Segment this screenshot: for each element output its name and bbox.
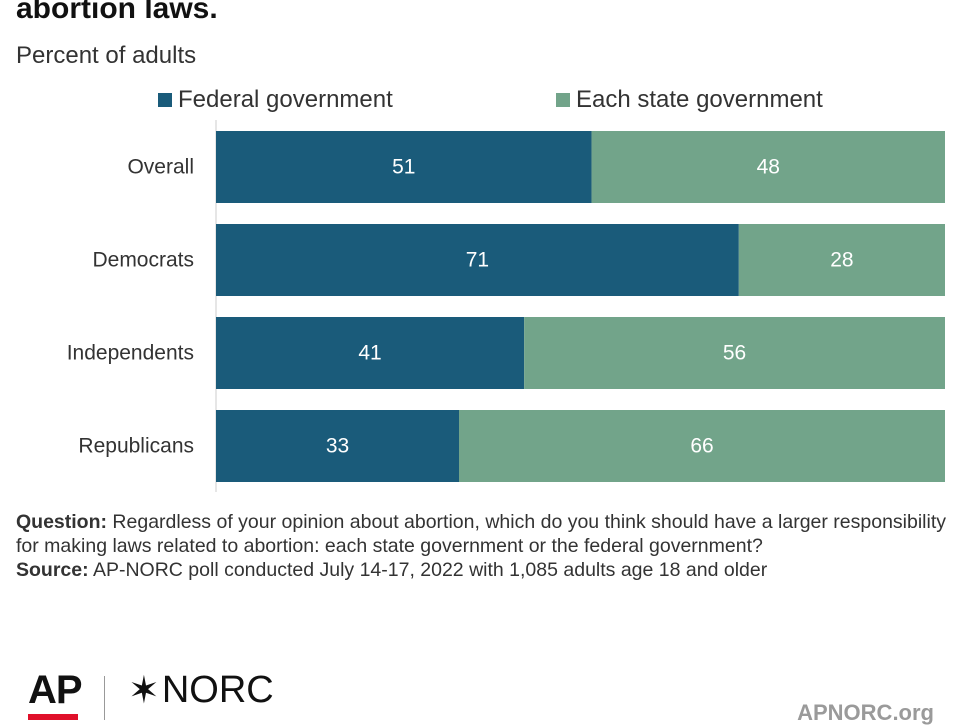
ap-logo-underline [28,714,78,720]
bar-value-label: 51 [392,156,415,179]
bar-state [524,317,945,389]
bar-state [459,410,945,482]
category-label: Overall [127,156,194,179]
bar-state [591,131,945,203]
bar-federal [216,224,739,296]
norc-star-icon: ✶ [128,670,160,712]
bar-value-label: 48 [757,156,780,179]
bar-federal [216,131,592,203]
bar-value-label: 33 [326,435,349,458]
bar-value-label: 41 [358,342,381,365]
footer-site-link[interactable]: APNORC.org [797,700,934,725]
bar-federal [216,410,459,482]
norc-logo-text: NORC [161,669,274,711]
chart-subtitle: Percent of adults [16,42,197,69]
legend-swatch-state [556,93,570,107]
bar-federal [216,317,525,389]
source-note: Source: AP-NORC poll conducted July 14-1… [16,558,956,582]
category-label: Republicans [78,435,194,458]
legend-item-federal: Federal government [158,86,393,114]
bar-value-label: 56 [723,342,746,365]
legend-item-state: Each state government [556,86,823,114]
source-text: AP-NORC poll conducted July 14-17, 2022 … [92,559,768,581]
chart-legend: Federal government Each state government [0,86,980,114]
bar-value-label: 71 [466,249,489,272]
question-label: Question: [16,511,107,533]
legend-label-federal: Federal government [178,86,393,113]
legend-label-state: Each state government [576,86,823,113]
ap-logo: AP [28,668,83,712]
norc-logo: ✶ NORC [128,668,274,713]
stacked-bar-chart: Overall 51 48 Democrats 71 28 Independents 41 56… [67,120,945,492]
footer-divider [104,676,105,720]
legend-swatch-federal [158,93,172,107]
chart-title: abortion laws. [16,0,218,25]
question-note: Question: Regardless of your opinion abo… [16,510,956,558]
chart-notes: Question: Regardless of your opinion abo… [16,510,956,582]
category-label: Independents [67,342,194,365]
source-label: Source: [16,559,89,581]
category-label: Democrats [92,249,194,272]
bar-value-label: 66 [690,435,713,458]
bar-value-label: 28 [830,249,853,272]
question-text: Regardless of your opinion about abortio… [16,511,947,557]
bar-state [738,224,945,296]
